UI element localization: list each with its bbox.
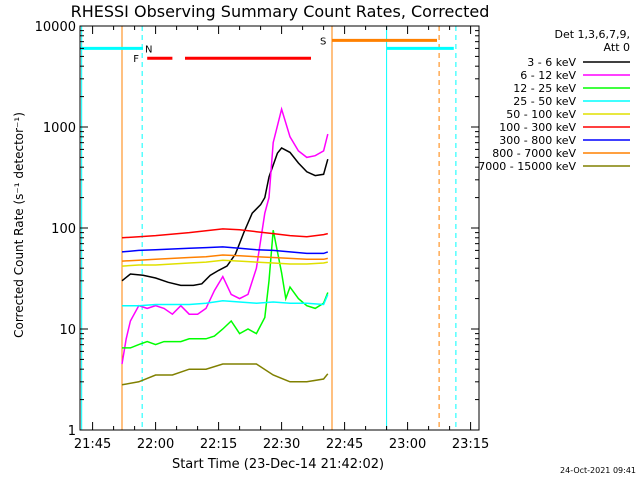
- series-line-0: [121, 147, 329, 287]
- y-tick-label: 1000: [43, 121, 76, 136]
- annotation-S: S: [320, 36, 326, 47]
- legend-label-0: 3 - 6 keV: [527, 56, 576, 69]
- legend-label-6: 300 - 800 keV: [499, 134, 576, 147]
- series-line-8: [121, 363, 329, 386]
- series-line-6: [121, 246, 329, 255]
- series-line-2: [122, 230, 329, 349]
- y-axis-label: Corrected Count Rate (s⁻¹ detector⁻¹): [12, 112, 26, 338]
- legend-label-2: 12 - 25 keV: [513, 82, 576, 95]
- y-tick-label: 1: [68, 424, 76, 439]
- y-tick-label: 100: [51, 222, 76, 237]
- annotation-F: F: [133, 54, 139, 65]
- x-tick-label: 22:30: [263, 437, 300, 452]
- x-tick-label: 22:15: [200, 437, 237, 452]
- y-tick-label: 10: [59, 323, 76, 338]
- x-tick-label: 22:45: [326, 437, 363, 452]
- y-tick-label: 10000: [35, 20, 76, 35]
- series-line-1: [121, 106, 329, 365]
- legend-label-5: 100 - 300 keV: [499, 121, 576, 134]
- legend-label-8: 7000 - 15000 keV: [478, 160, 576, 173]
- series-line-7: [121, 254, 328, 262]
- legend-label-4: 50 - 100 keV: [506, 108, 576, 121]
- plot-area: NF S 1 10 100 1000 10000 21:45 22:00 22:15 22:30 22…: [35, 20, 490, 452]
- legend-label-3: 25 - 50 keV: [513, 95, 576, 108]
- legend-header-line-2: Att 0: [604, 41, 630, 54]
- x-tick-label: 21:45: [74, 437, 111, 452]
- x-tick-label: 23:00: [389, 437, 426, 452]
- chart-title: RHESSI Observing Summary Count Rates, Co…: [71, 2, 490, 21]
- annotation-N: N: [145, 44, 152, 55]
- footer-date: 24-Oct-2021 09:41: [560, 466, 636, 475]
- legend-label-7: 800 - 7000 keV: [492, 147, 576, 160]
- legend-header-line-1: Det 1,3,6,7,9,: [554, 28, 630, 41]
- x-axis-label: Start Time (23-Dec-14 21:42:02): [172, 457, 384, 472]
- series-line-3: [122, 294, 329, 307]
- series-line-5: [121, 228, 328, 239]
- x-tick-label: 22:00: [137, 437, 174, 452]
- legend-label-1: 6 - 12 keV: [520, 69, 576, 82]
- series-line-4: [121, 259, 328, 267]
- x-tick-label: 23:15: [452, 437, 489, 452]
